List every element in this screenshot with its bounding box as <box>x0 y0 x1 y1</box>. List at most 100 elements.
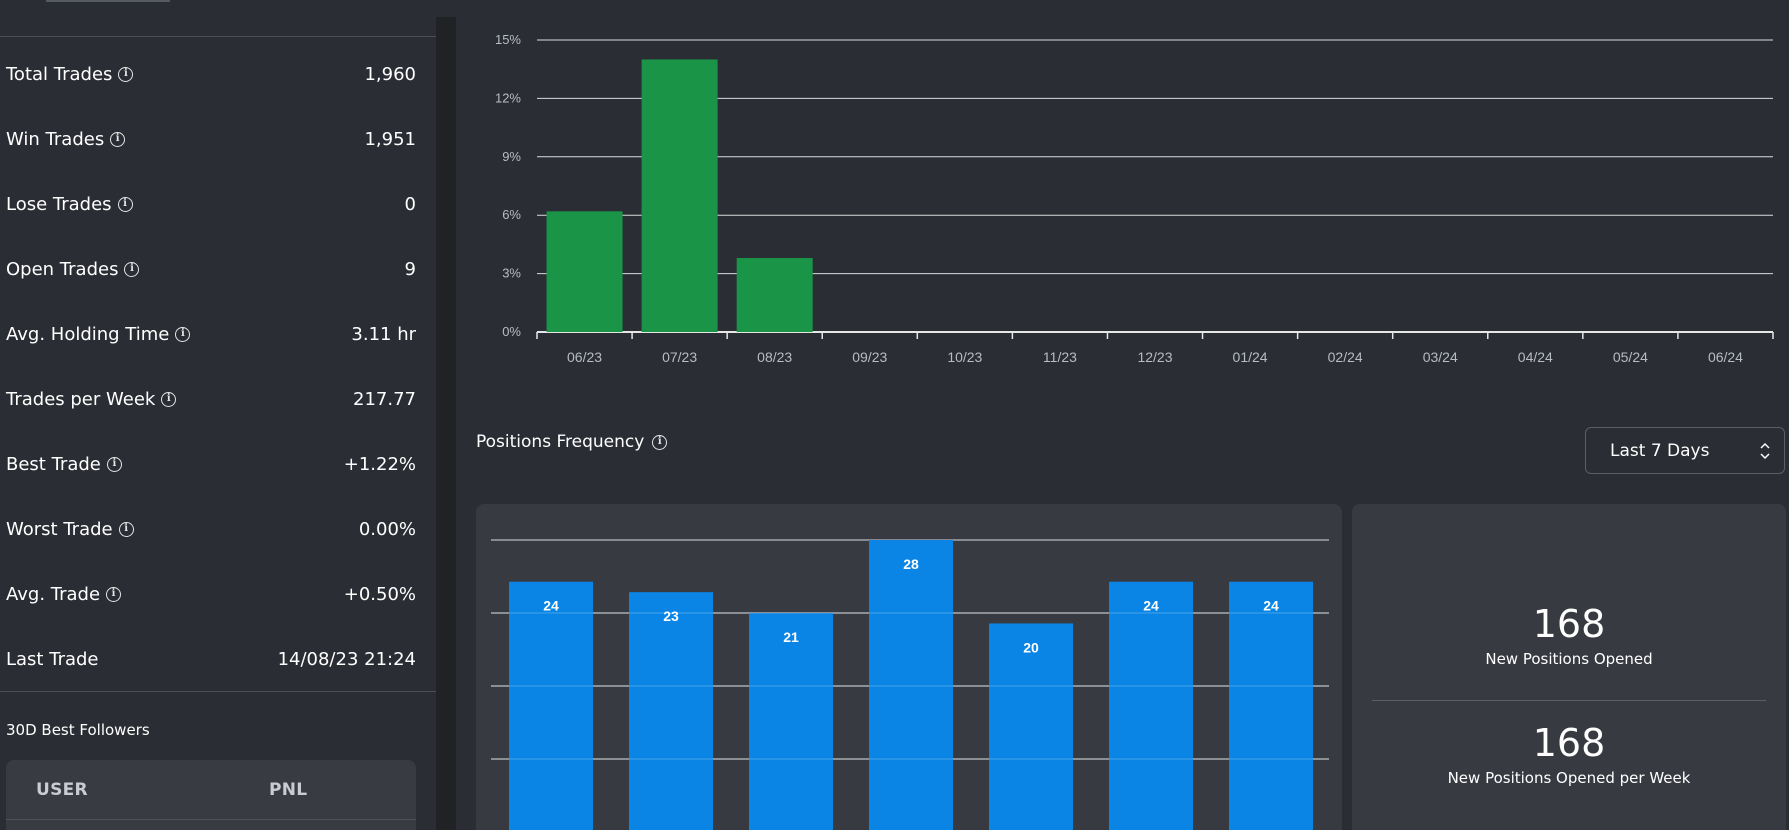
stat-label-text: Worst Trade <box>6 518 113 540</box>
monthly-bar <box>641 59 718 332</box>
info-icon[interactable]: i <box>124 261 140 277</box>
stat-label-text: Avg. Holding Time <box>6 323 170 345</box>
y-tick-label: 15% <box>495 32 521 47</box>
stat-row: Win Trades i 1,951 <box>6 124 416 154</box>
stat-label: Total Trades i <box>6 63 134 85</box>
stat-row: Last Trade 14/08/23 21:24 <box>6 644 416 674</box>
stats-panel: Total Trades i 1,960 Win Trades i 1,951 Lose T… <box>0 0 436 830</box>
info-icon[interactable]: i <box>106 456 122 472</box>
bar-data-label: 24 <box>1263 598 1279 614</box>
monthly-bar <box>736 258 813 332</box>
new-positions-opened-label: New Positions Opened <box>1485 650 1653 668</box>
daily-bar <box>509 581 593 830</box>
stat-value: 3.11 hr <box>351 323 416 345</box>
x-tick-label: 04/24 <box>1518 349 1553 365</box>
info-icon[interactable]: i <box>175 326 191 342</box>
stat-label-text: Open Trades <box>6 258 119 280</box>
stat-label: Trades per Week i <box>6 389 177 410</box>
x-tick-label: 05/24 <box>1613 349 1648 365</box>
x-tick-label: 06/23 <box>567 349 602 365</box>
summary-divider <box>1372 700 1766 701</box>
x-tick-label: 11/23 <box>1043 349 1077 365</box>
stat-label-text: Total Trades <box>6 63 113 85</box>
x-tick-label: 10/23 <box>947 349 982 365</box>
divider <box>0 36 436 37</box>
new-positions-opened-value: 168 <box>1532 602 1606 646</box>
tab-indicator <box>46 0 170 2</box>
info-icon[interactable]: i <box>652 434 668 450</box>
stat-value: +0.50% <box>343 583 416 605</box>
y-tick-label: 9% <box>502 149 521 164</box>
stat-label-text: Lose Trades <box>6 193 112 215</box>
daily-bar <box>1229 581 1313 830</box>
new-positions-per-week-value: 168 <box>1532 721 1606 765</box>
stat-value: 1,951 <box>364 128 416 150</box>
bar-data-label: 28 <box>903 556 919 572</box>
daily-bar <box>869 540 953 830</box>
bar-data-label: 21 <box>783 629 799 645</box>
stat-value: 0.00% <box>358 518 416 540</box>
range-select[interactable]: Last 7 Days <box>1585 427 1785 474</box>
y-tick-label: 12% <box>495 90 521 105</box>
x-tick-label: 01/24 <box>1233 349 1268 365</box>
stat-value: 0 <box>404 193 416 215</box>
stat-value: +1.22% <box>343 453 416 475</box>
column-header-pnl[interactable]: PNL <box>269 780 308 800</box>
daily-bar <box>989 623 1073 830</box>
stat-row: Total Trades i 1,960 <box>6 59 416 89</box>
chevron-updown-icon <box>1760 442 1770 460</box>
stat-label: Best Trade i <box>6 454 122 475</box>
bar-data-label: 24 <box>543 598 559 614</box>
stat-label: Open Trades i <box>6 258 140 280</box>
stat-value: 14/08/23 21:24 <box>277 648 416 670</box>
bar-data-label: 23 <box>663 608 679 624</box>
x-tick-label: 09/23 <box>852 349 887 365</box>
info-icon[interactable]: i <box>118 521 134 537</box>
stat-label-text: Avg. Trade <box>6 583 101 605</box>
x-tick-label: 03/24 <box>1423 349 1458 365</box>
stat-row: Best Trade i +1.22% <box>6 449 416 479</box>
range-select-value: Last 7 Days <box>1610 440 1710 461</box>
stat-row: Avg. Holding Time i 3.11 hr <box>6 319 416 349</box>
column-header-user[interactable]: USER <box>36 780 88 800</box>
stat-label: Avg. Trade i <box>6 583 122 605</box>
y-tick-label: 3% <box>502 266 521 281</box>
stat-row: Lose Trades i 0 <box>6 189 416 219</box>
info-icon[interactable]: i <box>110 131 126 147</box>
x-tick-label: 12/23 <box>1137 349 1172 365</box>
info-icon[interactable]: i <box>161 391 177 407</box>
info-icon[interactable]: i <box>117 196 133 212</box>
stat-row: Trades per Week i 217.77 <box>6 384 416 414</box>
stat-label: Lose Trades i <box>6 194 133 215</box>
bar-data-label: 24 <box>1143 598 1159 614</box>
x-tick-label: 02/24 <box>1328 349 1363 365</box>
positions-frequency-label: Positions Frequency <box>476 432 645 452</box>
scrollbar[interactable] <box>436 17 456 830</box>
positions-frequency-chart-card: 24 23 21 28 20 24 24 <box>476 504 1342 830</box>
positions-frequency-title: Positions Frequency i <box>476 432 668 452</box>
stat-value: 217.77 <box>353 388 416 410</box>
stat-row: Worst Trade i 0.00% <box>6 514 416 544</box>
positions-summary-card: 168 New Positions Opened 168 New Positio… <box>1352 504 1786 830</box>
stat-row: Open Trades i 9 <box>6 254 416 284</box>
x-tick-label: 08/23 <box>757 349 792 365</box>
table-header-divider <box>6 819 416 820</box>
new-positions-per-week-label: New Positions Opened per Week <box>1447 769 1691 787</box>
y-tick-label: 6% <box>502 207 521 222</box>
daily-bar <box>749 613 833 830</box>
y-tick-label: 0% <box>502 324 521 339</box>
followers-title: 30D Best Followers <box>6 721 150 739</box>
stat-label: Win Trades i <box>6 129 126 150</box>
stat-row: Avg. Trade i +0.50% <box>6 579 416 609</box>
stat-label: Last Trade <box>6 649 99 670</box>
info-icon[interactable]: i <box>106 586 122 602</box>
stat-label-text: Last Trade <box>6 648 99 670</box>
info-icon[interactable]: i <box>118 66 134 82</box>
bar-data-label: 20 <box>1023 639 1039 655</box>
stat-label: Avg. Holding Time i <box>6 323 191 345</box>
followers-table: USER PNL <box>6 760 416 830</box>
x-tick-label: 07/23 <box>662 349 697 365</box>
monthly-bar <box>546 211 623 332</box>
monthly-pnl-chart: 0% 3% 6% 9% 12% 15% 06/23 07/23 08/23 09/23 10/23 1… <box>495 32 1774 365</box>
